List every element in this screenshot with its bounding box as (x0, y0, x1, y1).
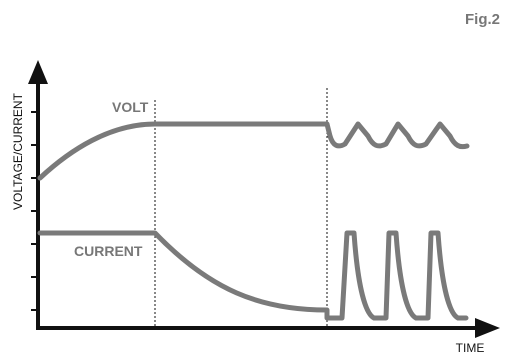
y-axis-label: VOLTAGE/CURRENT (11, 92, 25, 210)
figure-label: Fig.2 (465, 11, 500, 28)
current-curve (37, 230, 469, 321)
x-axis-label: TIME (456, 341, 485, 355)
volt-label: VOLT (112, 99, 149, 115)
current-label: CURRENT (74, 243, 143, 259)
voltage-curve (37, 121, 470, 181)
x-axis (36, 318, 500, 338)
y-axis (28, 60, 48, 330)
